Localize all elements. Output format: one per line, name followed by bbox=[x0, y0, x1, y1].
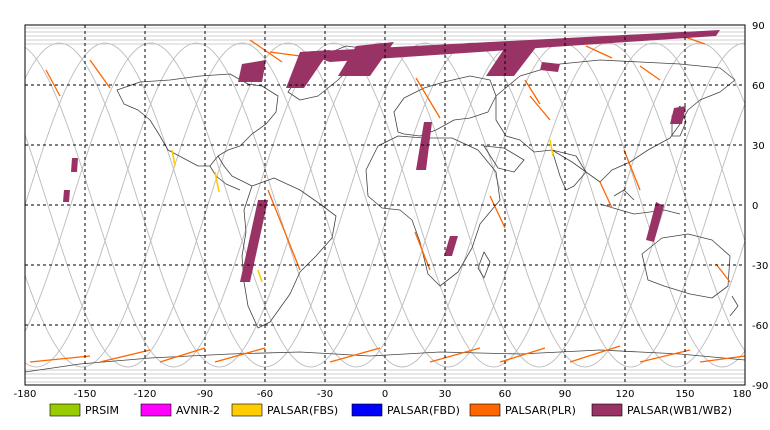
wb-swath bbox=[338, 42, 394, 76]
coast-arabia bbox=[483, 145, 525, 173]
plr-strip bbox=[623, 149, 641, 191]
fbs-strip bbox=[257, 269, 263, 283]
coast-antarctica bbox=[25, 349, 745, 373]
fbs-strip bbox=[214, 171, 220, 193]
y-tick-label: 0 bbox=[752, 201, 758, 212]
y-axis-ticks: 90 60 30 0 -30 -60 -90 bbox=[752, 21, 768, 392]
legend-swatch-palsar-plr bbox=[469, 403, 501, 417]
coast-asia bbox=[495, 59, 736, 183]
x-tick-label: 0 bbox=[382, 389, 388, 400]
wb-swath bbox=[646, 202, 664, 242]
plr-strip bbox=[249, 39, 283, 63]
legend-label-palsar-plr: PALSAR(PLR) bbox=[505, 404, 576, 417]
coast-central-america bbox=[209, 155, 253, 191]
graticule bbox=[25, 25, 745, 385]
coast-indonesia bbox=[599, 189, 681, 215]
legend-label-palsar-wb: PALSAR(WB1/WB2) bbox=[627, 404, 732, 417]
x-axis-ticks: -180 -150 -120 -90 -60 -30 0 30 60 90 12… bbox=[14, 389, 752, 400]
orbit-track bbox=[25, 42, 745, 368]
fbs-strip bbox=[549, 139, 554, 157]
x-tick-label: 60 bbox=[499, 389, 512, 400]
y-tick-label: 90 bbox=[752, 21, 765, 32]
coast-africa bbox=[365, 135, 501, 287]
plr-strip bbox=[639, 65, 661, 81]
plr-strip bbox=[715, 263, 731, 283]
plr-strip bbox=[499, 347, 546, 363]
plr-strip bbox=[639, 349, 691, 363]
plr-strip bbox=[99, 349, 151, 363]
wb-swath bbox=[238, 60, 266, 82]
x-tick-label: -120 bbox=[134, 389, 157, 400]
plr-strip bbox=[599, 181, 613, 209]
palsar-wb-swaths bbox=[63, 30, 720, 282]
plr-strip bbox=[329, 347, 381, 363]
coast-india bbox=[551, 149, 587, 191]
x-tick-label: -180 bbox=[14, 389, 37, 400]
plr-strip bbox=[529, 95, 551, 121]
wb-swath bbox=[444, 236, 458, 256]
coast-australia bbox=[641, 233, 731, 299]
x-tick-label: -150 bbox=[74, 389, 97, 400]
palsar-fbs-strips bbox=[171, 139, 554, 283]
legend-swatch-avnir2 bbox=[140, 403, 172, 417]
plr-strip bbox=[214, 347, 266, 363]
legend-label-avnir2: AVNIR-2 bbox=[176, 404, 220, 417]
wb-swath bbox=[540, 62, 560, 72]
x-tick-label: 150 bbox=[675, 389, 694, 400]
plr-strip bbox=[45, 69, 61, 97]
x-tick-label: -90 bbox=[197, 389, 213, 400]
plr-strip bbox=[29, 355, 91, 363]
legend: PRSIM AVNIR-2 PALSAR(FBS) PALSAR(FBD) PA… bbox=[49, 403, 732, 417]
plr-strip bbox=[414, 231, 431, 271]
fbs-strip bbox=[171, 149, 176, 167]
x-tick-label: 120 bbox=[615, 389, 634, 400]
legend-swatch-palsar-fbd bbox=[351, 403, 383, 417]
x-tick-label: 180 bbox=[732, 389, 751, 400]
legend-label-palsar-fbs: PALSAR(FBS) bbox=[267, 404, 338, 417]
plr-strip bbox=[429, 347, 481, 363]
wb-swath bbox=[63, 190, 70, 202]
legend-swatch-palsar-fbs bbox=[231, 403, 263, 417]
x-tick-label: 30 bbox=[439, 389, 452, 400]
orbit-track bbox=[25, 42, 745, 368]
wb-swath bbox=[416, 122, 432, 170]
y-tick-label: 30 bbox=[752, 141, 765, 152]
legend-label-palsar-fbd: PALSAR(FBD) bbox=[387, 404, 460, 417]
map-frame bbox=[24, 24, 746, 386]
legend-swatch-prsim bbox=[49, 403, 81, 417]
plr-strip bbox=[489, 195, 506, 229]
plr-strip bbox=[699, 355, 745, 363]
y-tick-label: 60 bbox=[752, 81, 765, 92]
plr-strip bbox=[569, 345, 621, 363]
wb-swath bbox=[240, 200, 268, 282]
x-tick-label: -30 bbox=[317, 389, 333, 400]
x-tick-label: 90 bbox=[559, 389, 572, 400]
x-tick-label: -60 bbox=[257, 389, 273, 400]
orbit-track bbox=[25, 42, 745, 368]
wb-swath bbox=[286, 50, 330, 88]
palsar-plr-strips bbox=[29, 35, 745, 363]
plr-strip bbox=[269, 51, 301, 57]
wb-swath bbox=[486, 42, 540, 76]
coast-new-zealand bbox=[729, 295, 739, 317]
plr-strip bbox=[585, 45, 613, 59]
plr-strip bbox=[89, 59, 111, 89]
orbit-track bbox=[25, 42, 745, 368]
plr-strip bbox=[267, 189, 301, 271]
y-tick-label: -30 bbox=[752, 261, 768, 272]
wb-swath bbox=[670, 106, 686, 124]
coast-madagascar bbox=[477, 251, 491, 279]
plr-strip bbox=[159, 347, 206, 363]
coast-north-america bbox=[116, 73, 279, 167]
legend-swatch-palsar-wb bbox=[591, 403, 623, 417]
y-tick-label: -60 bbox=[752, 321, 768, 332]
plr-strip bbox=[524, 79, 541, 105]
legend-label-prsim: PRSIM bbox=[85, 404, 119, 417]
y-tick-label: -90 bbox=[752, 381, 768, 392]
wb-swath bbox=[71, 158, 78, 172]
plr-strip bbox=[415, 77, 441, 119]
coast-south-america bbox=[241, 177, 337, 329]
coastlines bbox=[25, 45, 745, 373]
